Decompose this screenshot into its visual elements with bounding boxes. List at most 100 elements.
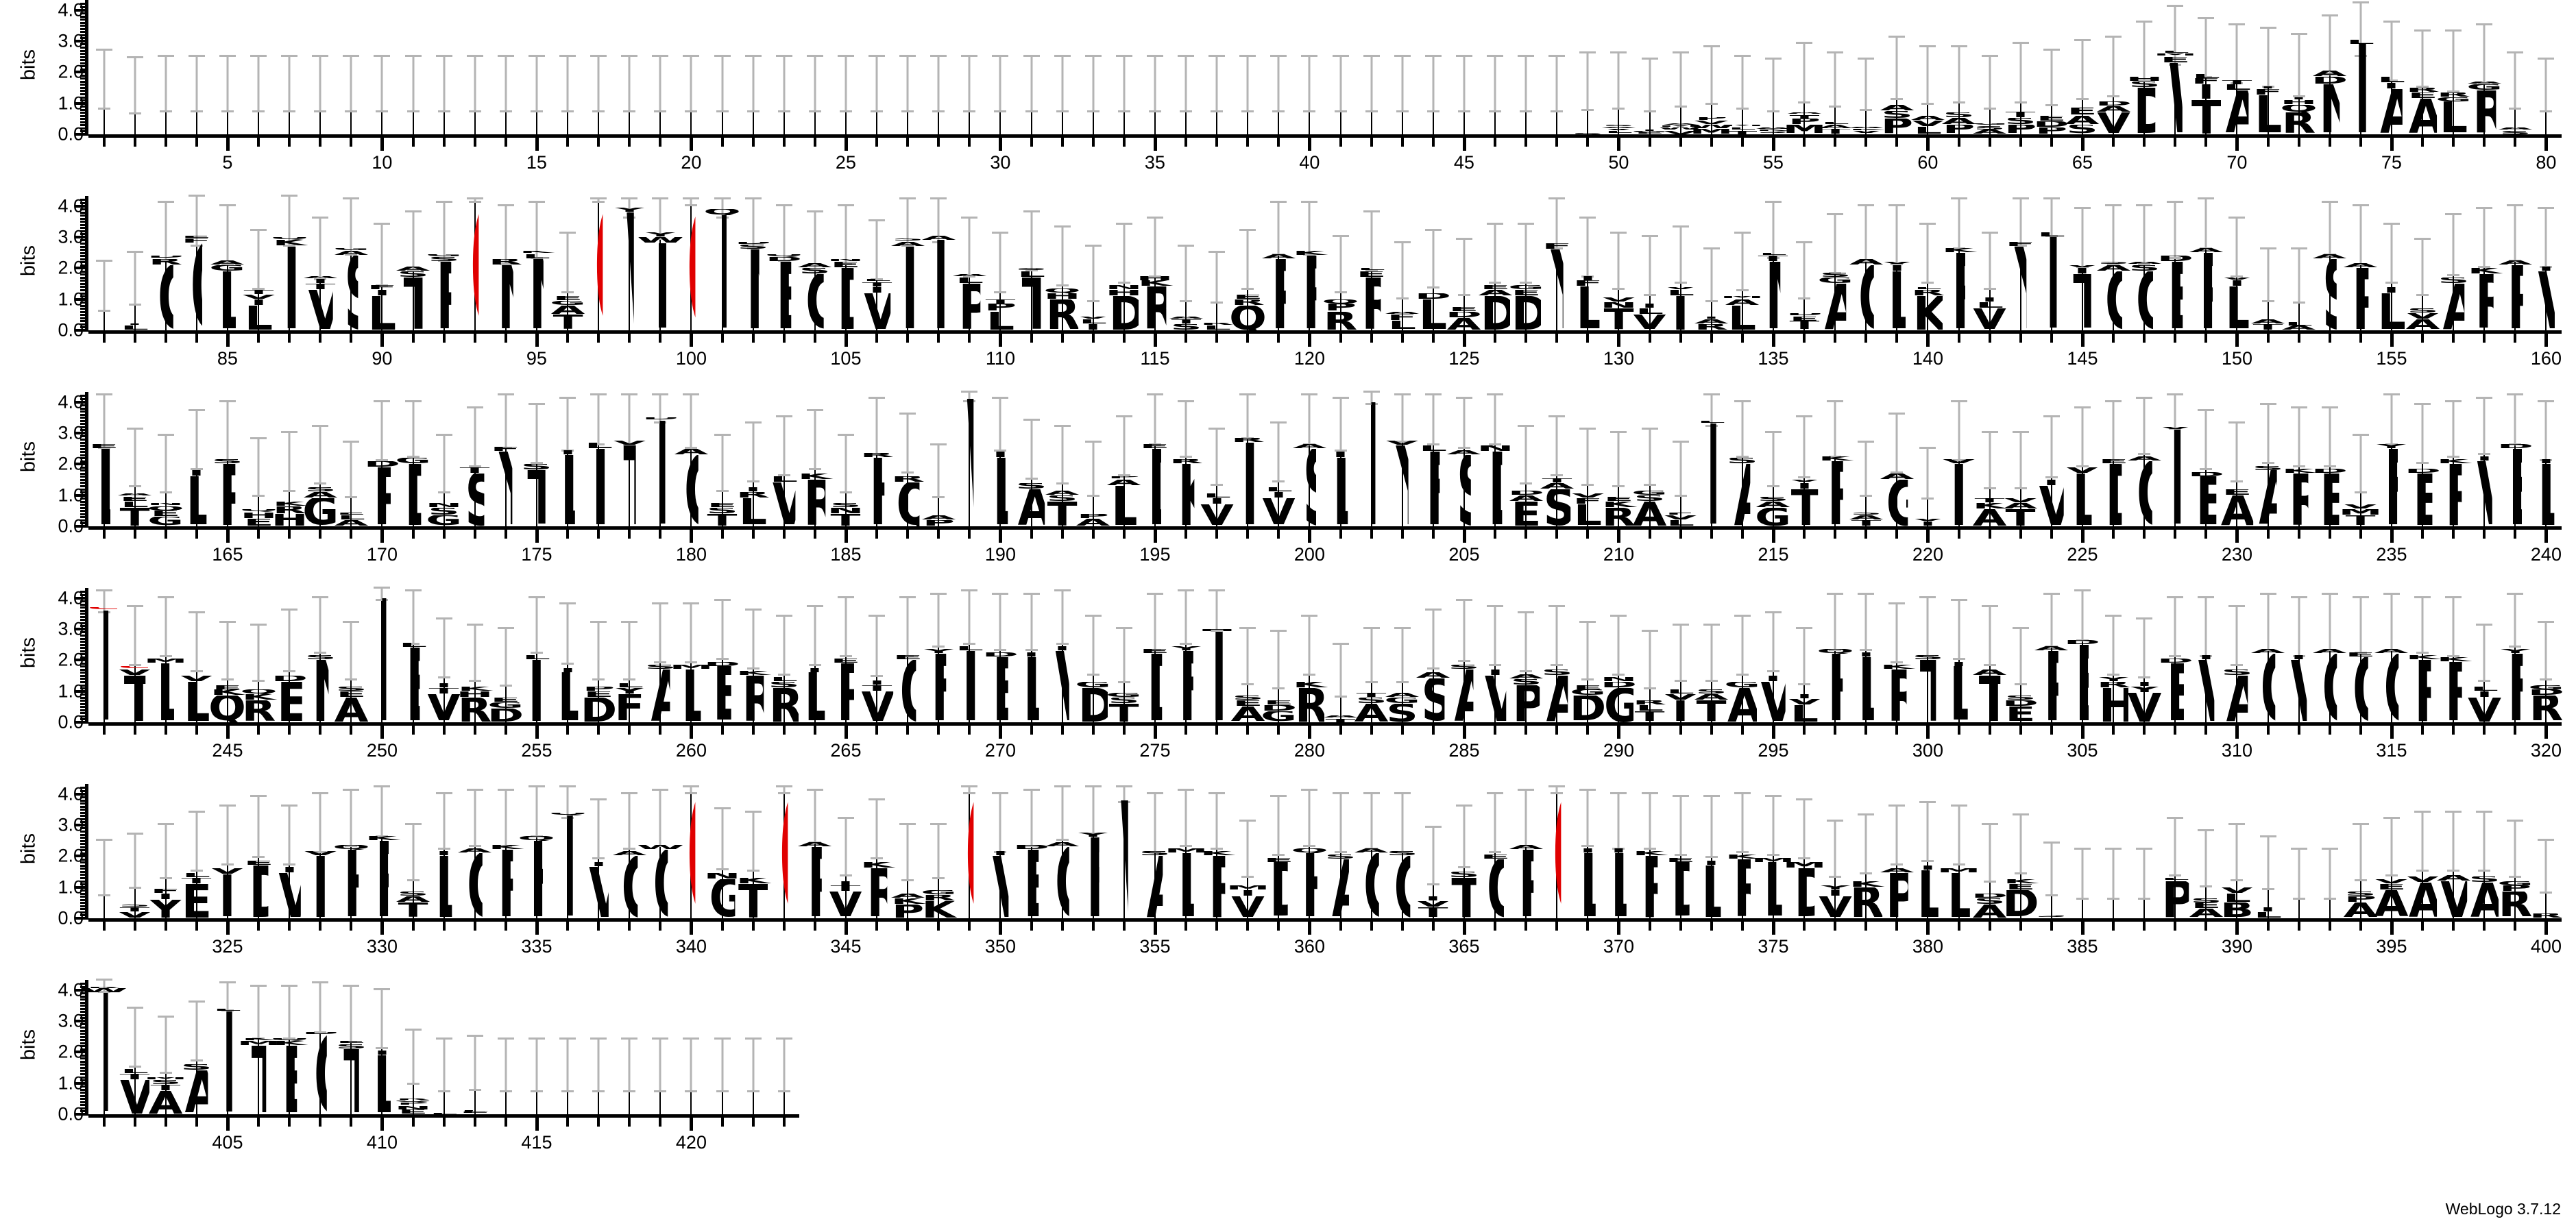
logo-stack[interactable] [181,0,212,134]
logo-stack[interactable] [1139,0,1170,134]
logo-stack[interactable]: LIA [2376,0,2407,134]
logo-stack[interactable] [1325,0,1356,134]
logo-stack[interactable] [1387,0,1418,134]
logo-stack[interactable] [768,0,799,134]
logo-stack[interactable] [1542,0,1572,134]
logo-stack[interactable]: NG [704,784,740,918]
logo-stack[interactable]: KR [1633,784,1667,918]
logo-stack[interactable] [212,0,243,134]
logo-stack[interactable]: KR [1725,784,1760,918]
logo-stack[interactable] [243,0,274,134]
logo-stack[interactable] [88,0,119,134]
logo-stack[interactable]: HKR [1137,196,1174,330]
logo-stack[interactable] [676,0,707,134]
logo-stack[interactable]: DSN [735,196,771,330]
logo-stack[interactable]: FY [490,392,521,526]
logo-stack[interactable] [799,0,830,134]
logo-stack[interactable]: KR [1292,196,1326,330]
logo-stack[interactable] [398,0,428,134]
logo-stack[interactable]: AG [612,784,646,918]
logo-stack[interactable]: VL [180,588,214,722]
logo-stack[interactable] [274,0,305,134]
logo-stack[interactable] [2067,784,2098,918]
logo-stack[interactable] [1418,0,1448,134]
logo-stack[interactable]: LF [1418,392,1448,526]
logo-stack[interactable] [954,0,985,134]
logo-stack[interactable]: SA [1448,588,1480,722]
logo-stack[interactable]: SAP [890,196,925,330]
logo-stack[interactable] [707,980,738,1114]
logo-stack[interactable]: DE [2064,588,2101,722]
logo-stack[interactable]: VIL [1880,196,1914,330]
logo-stack[interactable]: SA [181,980,212,1114]
logo-stack[interactable]: ST [521,392,552,526]
logo-stack[interactable] [1016,0,1047,134]
logo-stack[interactable] [1047,0,1078,134]
logo-stack[interactable] [892,0,923,134]
logo-stack[interactable]: AP [798,784,832,918]
logo-stack[interactable] [552,0,583,134]
logo-stack[interactable] [830,0,861,134]
logo-stack[interactable] [88,196,119,330]
logo-stack[interactable]: WQ [636,784,685,918]
logo-stack[interactable]: LER [1356,196,1387,330]
logo-stack[interactable]: KLN [520,196,554,330]
logo-stack[interactable]: AP [921,196,956,330]
logo-stack[interactable]: LSR [768,588,800,722]
logo-stack[interactable]: C [583,196,614,330]
logo-stack[interactable] [490,0,521,134]
logo-stack[interactable]: SLT [1015,196,1047,330]
logo-stack[interactable]: DRG [147,196,184,330]
logo-stack[interactable]: IV [985,784,1016,918]
logo-stack[interactable]: DE [2156,196,2194,330]
logo-stack[interactable] [707,0,738,134]
logo-stack[interactable] [676,980,707,1114]
logo-stack[interactable]: W [954,390,985,526]
logo-stack[interactable]: AP [2498,196,2532,330]
logo-stack[interactable]: EAD [1478,196,1512,330]
logo-stack[interactable]: IL [2531,392,2562,526]
logo-stack[interactable]: IV [2531,196,2562,330]
logo-stack[interactable]: C [459,196,490,330]
logo-stack[interactable] [614,0,645,134]
logo-stack[interactable]: TS [459,392,490,526]
logo-stack[interactable] [645,0,676,134]
logo-stack[interactable]: ASP [1509,588,1543,722]
logo-stack[interactable]: LTIV [862,196,892,330]
